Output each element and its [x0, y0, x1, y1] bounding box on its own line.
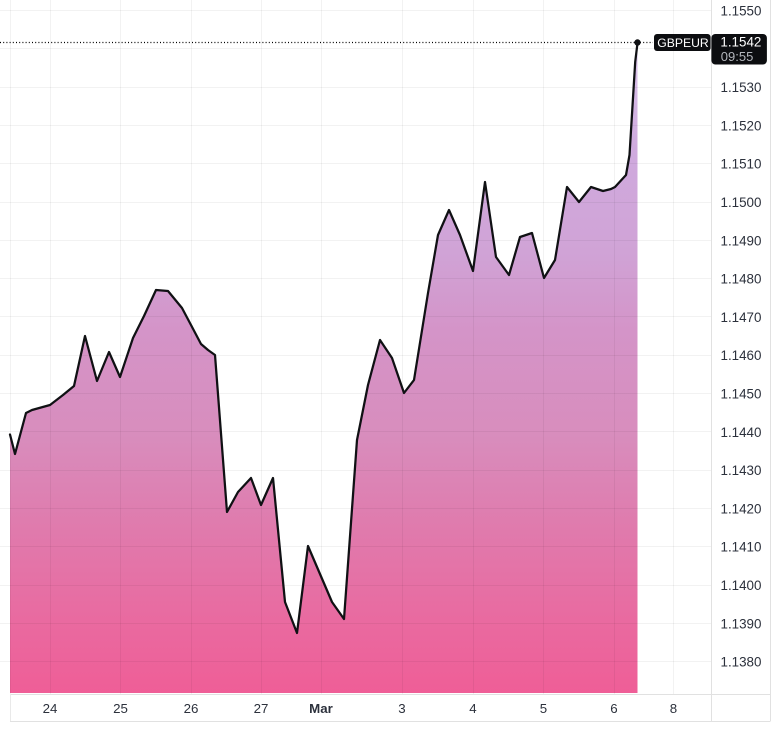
- svg-text:1.1470: 1.1470: [721, 310, 762, 325]
- svg-text:1.1380: 1.1380: [721, 655, 762, 670]
- svg-text:1.1450: 1.1450: [721, 387, 762, 402]
- svg-text:1.1480: 1.1480: [721, 272, 762, 287]
- svg-text:1.1500: 1.1500: [721, 195, 762, 210]
- svg-text:8: 8: [670, 701, 677, 716]
- svg-text:1.1410: 1.1410: [721, 540, 762, 555]
- svg-text:5: 5: [540, 701, 547, 716]
- svg-text:1.1390: 1.1390: [721, 616, 762, 631]
- svg-text:1.1420: 1.1420: [721, 501, 762, 516]
- svg-text:4: 4: [469, 701, 476, 716]
- svg-text:6: 6: [610, 701, 617, 716]
- svg-text:24: 24: [43, 701, 58, 716]
- svg-text:25: 25: [113, 701, 128, 716]
- svg-text:26: 26: [184, 701, 199, 716]
- svg-text:1.1430: 1.1430: [721, 463, 762, 478]
- svg-text:09:55: 09:55: [721, 49, 754, 64]
- svg-text:GBPEUR: GBPEUR: [657, 36, 709, 50]
- svg-text:1.1530: 1.1530: [721, 80, 762, 95]
- svg-text:1.1520: 1.1520: [721, 118, 762, 133]
- svg-text:27: 27: [254, 701, 269, 716]
- svg-text:1.1490: 1.1490: [721, 233, 762, 248]
- svg-text:1.1550: 1.1550: [721, 4, 762, 19]
- svg-text:1.1542: 1.1542: [720, 34, 761, 49]
- svg-text:Mar: Mar: [309, 701, 333, 716]
- svg-text:1.1510: 1.1510: [721, 157, 762, 172]
- svg-text:3: 3: [398, 701, 405, 716]
- svg-text:1.1460: 1.1460: [721, 348, 762, 363]
- svg-text:1.1440: 1.1440: [721, 425, 762, 440]
- svg-text:1.1400: 1.1400: [721, 578, 762, 593]
